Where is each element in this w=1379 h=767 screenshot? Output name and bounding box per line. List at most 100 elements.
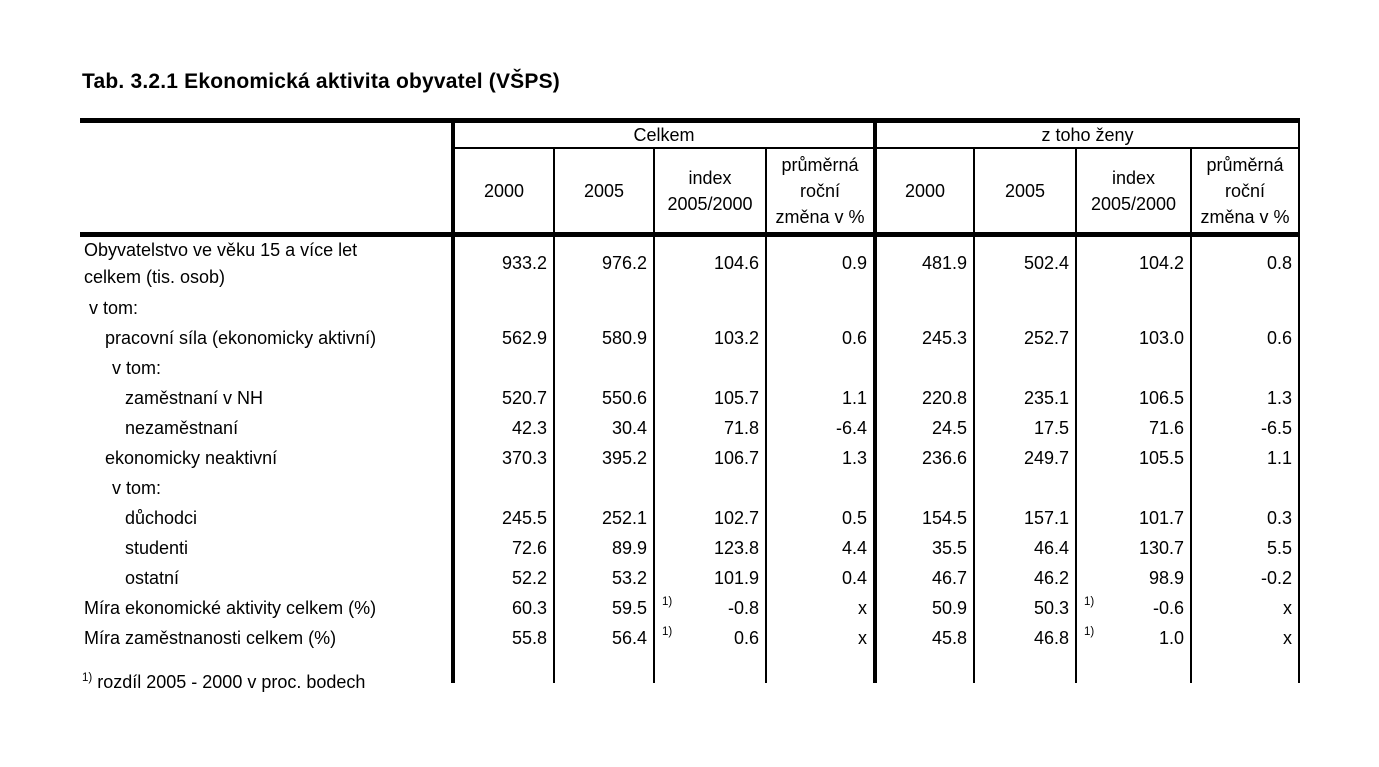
cell-number: 130.7 bbox=[1138, 537, 1185, 558]
cell-number: 370.3 bbox=[501, 447, 547, 468]
cell-value bbox=[975, 293, 1078, 323]
group-header-zeny: z toho ženy bbox=[877, 123, 1301, 149]
table-row: ostatní 52.2 53.2 101.9 0.4 46.7 46.2 98.9 -0.2 bbox=[80, 563, 1301, 593]
cell-value bbox=[767, 293, 878, 323]
column-header-2000-celkem: 2000 bbox=[455, 149, 555, 237]
row-label: v tom: bbox=[80, 293, 455, 323]
cell-number: 102.7 bbox=[713, 507, 759, 528]
cell-number: 56.4 bbox=[611, 627, 647, 648]
cell-number: 1.3 bbox=[1266, 387, 1293, 408]
cell-number: 0.6 bbox=[1266, 327, 1293, 348]
table-row: nezaměstnaní 42.3 30.4 71.8 -6.4 24.5 17.5 71.6… bbox=[80, 413, 1301, 443]
cell-value: 4.4 bbox=[767, 533, 878, 563]
cell-value bbox=[1077, 353, 1193, 383]
row-label: důchodci bbox=[80, 503, 455, 533]
column-header-2005-celkem: 2005 bbox=[555, 149, 655, 237]
cell-number: 35.5 bbox=[931, 537, 968, 558]
footnote-ref: 1) bbox=[1084, 626, 1095, 638]
table-row: v tom: bbox=[80, 473, 1301, 503]
cell-number: 157.1 bbox=[1023, 507, 1070, 528]
cell-number: 105.7 bbox=[713, 387, 759, 408]
cell-number: 105.5 bbox=[1138, 447, 1185, 468]
cell-number: 0.9 bbox=[841, 252, 868, 273]
border-stub-cell bbox=[877, 653, 976, 683]
cell-value bbox=[555, 353, 655, 383]
cell-number: 0.4 bbox=[841, 567, 868, 588]
cell-value: x bbox=[1192, 623, 1301, 653]
cell-number: -6.4 bbox=[835, 417, 868, 438]
cell-value bbox=[655, 293, 767, 323]
cell-number: 59.5 bbox=[611, 597, 647, 618]
cell-value: 45.8 bbox=[877, 623, 976, 653]
cell-value: 106.7 bbox=[655, 443, 767, 473]
cell-value: 933.2 bbox=[455, 237, 555, 293]
cell-value: 46.8 bbox=[975, 623, 1078, 653]
table-row: Míra zaměstnanosti celkem (%) 55.8 56.4 1) 0… bbox=[80, 623, 1301, 653]
cell-value: 101.9 bbox=[655, 563, 767, 593]
column-header-2000-zeny: 2000 bbox=[877, 149, 976, 237]
cell-value: 154.5 bbox=[877, 503, 976, 533]
cell-value bbox=[655, 353, 767, 383]
cell-number: 103.2 bbox=[713, 327, 759, 348]
row-label: pracovní síla (ekonomicky aktivní) bbox=[80, 323, 455, 353]
cell-value: 1) 0.6 bbox=[655, 623, 767, 653]
cell-value: 106.5 bbox=[1077, 383, 1193, 413]
cell-number: 104.6 bbox=[713, 252, 759, 273]
cell-number: 562.9 bbox=[501, 327, 547, 348]
cell-value bbox=[877, 293, 976, 323]
cell-number: 101.9 bbox=[713, 567, 759, 588]
cell-value: 24.5 bbox=[877, 413, 976, 443]
cell-value: 1) -0.8 bbox=[655, 593, 767, 623]
table-row: v tom: bbox=[80, 293, 1301, 323]
cell-number: x bbox=[1283, 597, 1293, 618]
cell-value bbox=[455, 473, 555, 503]
cell-value: 0.3 bbox=[1192, 503, 1301, 533]
cell-number: 45.8 bbox=[931, 627, 968, 648]
row-label-line1: Obyvatelstvo ve věku 15 a více let bbox=[84, 240, 358, 260]
table-row: pracovní síla (ekonomicky aktivní) 562.9 5… bbox=[80, 323, 1301, 353]
row-label: v tom: bbox=[80, 353, 455, 383]
table-row: zaměstnaní v NH 520.7 550.6 105.7 1.1 220.8 23… bbox=[80, 383, 1301, 413]
cell-value: 50.3 bbox=[975, 593, 1078, 623]
border-stub-cell bbox=[1192, 653, 1301, 683]
cell-value: 89.9 bbox=[555, 533, 655, 563]
cell-value: 130.7 bbox=[1077, 533, 1193, 563]
cell-number: x bbox=[858, 597, 868, 618]
cell-number: 220.8 bbox=[921, 387, 968, 408]
cell-number: -6.5 bbox=[1260, 417, 1293, 438]
border-stub-cell bbox=[555, 653, 655, 683]
cell-number: 395.2 bbox=[601, 447, 647, 468]
cell-value: 42.3 bbox=[455, 413, 555, 443]
cell-number: 24.5 bbox=[931, 417, 968, 438]
cell-value: 46.4 bbox=[975, 533, 1078, 563]
cell-number: 0.6 bbox=[733, 627, 759, 648]
cell-number: 30.4 bbox=[611, 417, 647, 438]
cell-number: 249.7 bbox=[1023, 447, 1070, 468]
cell-value: 157.1 bbox=[975, 503, 1078, 533]
cell-value: 395.2 bbox=[555, 443, 655, 473]
table-row: studenti 72.6 89.9 123.8 4.4 35.5 46.4 130.7 5.5 bbox=[80, 533, 1301, 563]
cell-value: 0.6 bbox=[1192, 323, 1301, 353]
cell-value bbox=[555, 473, 655, 503]
cell-value: -6.5 bbox=[1192, 413, 1301, 443]
cell-number: 46.7 bbox=[931, 567, 968, 588]
cell-number: 106.7 bbox=[713, 447, 759, 468]
cell-number: 50.9 bbox=[931, 597, 968, 618]
cell-number: 154.5 bbox=[921, 507, 968, 528]
border-stub-cell bbox=[455, 653, 555, 683]
row-label: Obyvatelstvo ve věku 15 a více let celkem… bbox=[80, 237, 455, 293]
border-stub-row bbox=[80, 653, 1301, 683]
table-header: Celkem z toho ženy 2000 2005 index 2005/… bbox=[80, 123, 1301, 237]
row-label: studenti bbox=[80, 533, 455, 563]
column-header-zmena-celkem: průměrná roční změna v % bbox=[767, 149, 878, 237]
cell-number: 4.4 bbox=[841, 537, 868, 558]
footnote-ref: 1) bbox=[662, 596, 673, 608]
cell-number: 50.3 bbox=[1033, 597, 1070, 618]
cell-value: 104.6 bbox=[655, 237, 767, 293]
cell-value: 520.7 bbox=[455, 383, 555, 413]
column-header-row: 2000 2005 index 2005/2000 průměrná roční… bbox=[80, 149, 1301, 237]
cell-number: 46.8 bbox=[1033, 627, 1070, 648]
footnote-text: rozdíl 2005 - 2000 v proc. bodech bbox=[97, 672, 366, 692]
cell-number: 101.7 bbox=[1138, 507, 1185, 528]
